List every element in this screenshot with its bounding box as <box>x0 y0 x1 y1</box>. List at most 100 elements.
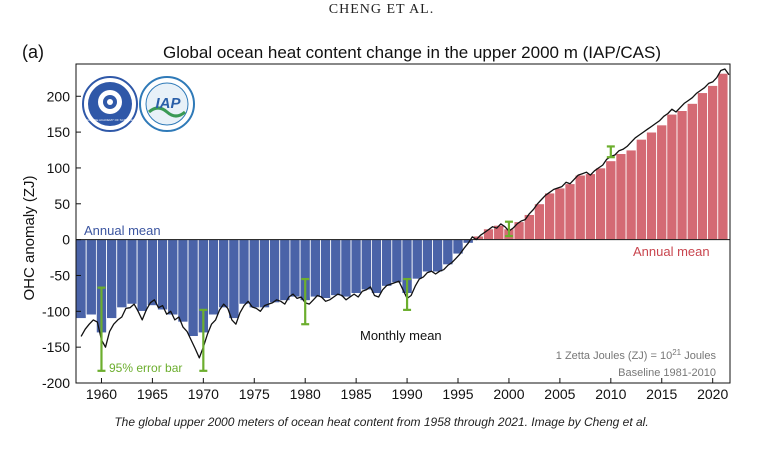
error-bar-1960 <box>97 286 106 372</box>
error-bar-1990 <box>403 277 412 311</box>
annual-bar-1959 <box>85 239 97 316</box>
y-tick-label: 100 <box>47 160 71 176</box>
running-head-text: CHENG ET AL. <box>328 2 435 17</box>
chart-title: Global ocean heat content change in the … <box>163 43 661 62</box>
annual-bar-2001 <box>513 221 525 241</box>
annual-bar-1962 <box>116 239 128 309</box>
iap-logo: IAP <box>139 76 195 132</box>
annual-bar-2014 <box>646 131 658 241</box>
annual-mean-label-left: Annual mean <box>84 223 161 238</box>
y-tick-label: -50 <box>50 267 70 283</box>
annual-bar-1961 <box>106 239 118 319</box>
annual-bar-2008 <box>584 173 596 241</box>
y-axis-label: OHC anomaly (ZJ) <box>21 175 38 300</box>
annual-bar-1977 <box>269 239 281 304</box>
annual-bar-2013 <box>635 138 647 241</box>
x-tick-label: 1960 <box>86 386 117 402</box>
annual-bar-1963 <box>126 239 138 305</box>
error-bar-2010 <box>606 145 615 159</box>
unit-note: 1 Zetta Joules (ZJ) = 1021 Joules <box>556 348 717 362</box>
monthly-series <box>80 68 730 359</box>
annual-bar-2019 <box>697 92 708 241</box>
annual-bar-1993 <box>432 239 444 273</box>
y-tick-label: 200 <box>47 88 71 104</box>
annual-bar-2009 <box>595 167 607 241</box>
annual-bar-1975 <box>248 239 260 309</box>
running-head: CHENG ET AL. <box>0 0 763 20</box>
x-tick-label: 1995 <box>442 386 473 402</box>
annual-bar-2016 <box>666 113 678 241</box>
annual-bar-1969 <box>187 239 199 337</box>
y-tick-label: 50 <box>54 196 70 212</box>
annual-bar-2011 <box>615 153 627 241</box>
x-tick-label: 1975 <box>239 386 270 402</box>
annual-bar-1986 <box>360 239 372 291</box>
x-tick-label: 1970 <box>188 386 219 402</box>
annual-bar-1998 <box>483 228 495 241</box>
annual-bar-1991 <box>411 239 423 280</box>
monthly-mean-line <box>80 68 730 359</box>
annual-bar-2005 <box>554 187 566 241</box>
cas-logo: CHINESE ACADEMY OF SCIENCES <box>82 76 138 132</box>
figure-caption: The global upper 2000 meters of ocean he… <box>114 415 649 429</box>
annual-bar-1989 <box>391 239 403 284</box>
logo-group: CHINESE ACADEMY OF SCIENCES IAP <box>82 76 195 132</box>
annual-bar-1988 <box>381 239 393 287</box>
annual-bar-1985 <box>350 239 362 294</box>
annual-bar-1964 <box>136 239 148 312</box>
annual-bar-2015 <box>656 124 668 241</box>
x-tick-label: 1985 <box>341 386 372 402</box>
x-tick-label: 2010 <box>595 386 626 402</box>
error-bar-1970 <box>199 308 208 372</box>
annual-bar-2007 <box>574 174 586 241</box>
annual-bar-1958 <box>75 239 87 319</box>
error-bars <box>97 145 615 372</box>
ohc-chart: (a) Global ocean heat content change in … <box>21 42 731 402</box>
error-bar-1980 <box>301 277 310 326</box>
annual-bar-2003 <box>534 203 545 241</box>
annual-bar-1965 <box>146 239 158 306</box>
annual-bar-2004 <box>544 192 556 241</box>
y-tick-label: -150 <box>42 339 70 355</box>
x-tick-label: 2020 <box>697 386 728 402</box>
monthly-mean-label: Monthly mean <box>360 328 442 343</box>
annual-bar-1978 <box>279 239 291 301</box>
plot-frame <box>75 63 731 384</box>
annual-bar-1968 <box>177 239 189 323</box>
x-tick-label: 1990 <box>391 386 422 402</box>
x-tick-label: 2000 <box>493 386 524 402</box>
y-tick-label: -200 <box>42 375 70 391</box>
annual-bar-1992 <box>421 239 433 273</box>
annual-bar-2018 <box>686 103 698 241</box>
annual-bar-1994 <box>442 239 454 266</box>
annual-bar-1979 <box>289 239 301 298</box>
annual-bar-2021 <box>717 72 729 241</box>
x-tick-label: 1980 <box>290 386 321 402</box>
iap-logo-text: IAP <box>155 95 181 112</box>
baseline-note: Baseline 1981-2010 <box>618 367 716 379</box>
annual-bar-1974 <box>238 239 250 305</box>
y-tick-label: 0 <box>62 232 70 248</box>
x-tick-label: 2005 <box>544 386 575 402</box>
annual-bar-1966 <box>157 239 169 311</box>
annual-bar-1983 <box>330 239 342 296</box>
annual-bar-1972 <box>218 239 230 309</box>
annual-bar-2020 <box>707 85 719 241</box>
annual-bar-1967 <box>167 239 179 316</box>
annual-bar-1982 <box>320 239 332 299</box>
cas-logo-text: CHINESE ACADEMY OF SCIENCES <box>85 118 135 122</box>
annual-bar-2010 <box>605 160 617 241</box>
y-tick-label: -100 <box>42 303 70 319</box>
panel-label: (a) <box>22 42 44 62</box>
annual-bar-2017 <box>676 110 688 241</box>
x-tick-label: 2015 <box>646 386 677 402</box>
annual-bar-1981 <box>309 239 321 298</box>
axes: -200 -150 -100 -50 0 50 100 150 200 1960 1965 1970 1… <box>42 63 731 402</box>
error-bar-label: 95% error bar <box>109 361 182 375</box>
annual-bar-1984 <box>340 239 352 298</box>
annual-bar-2012 <box>625 149 637 241</box>
annual-bar-1973 <box>228 239 240 319</box>
annual-bar-1987 <box>371 239 383 294</box>
annual-mean-label-right: Annual mean <box>633 244 710 259</box>
